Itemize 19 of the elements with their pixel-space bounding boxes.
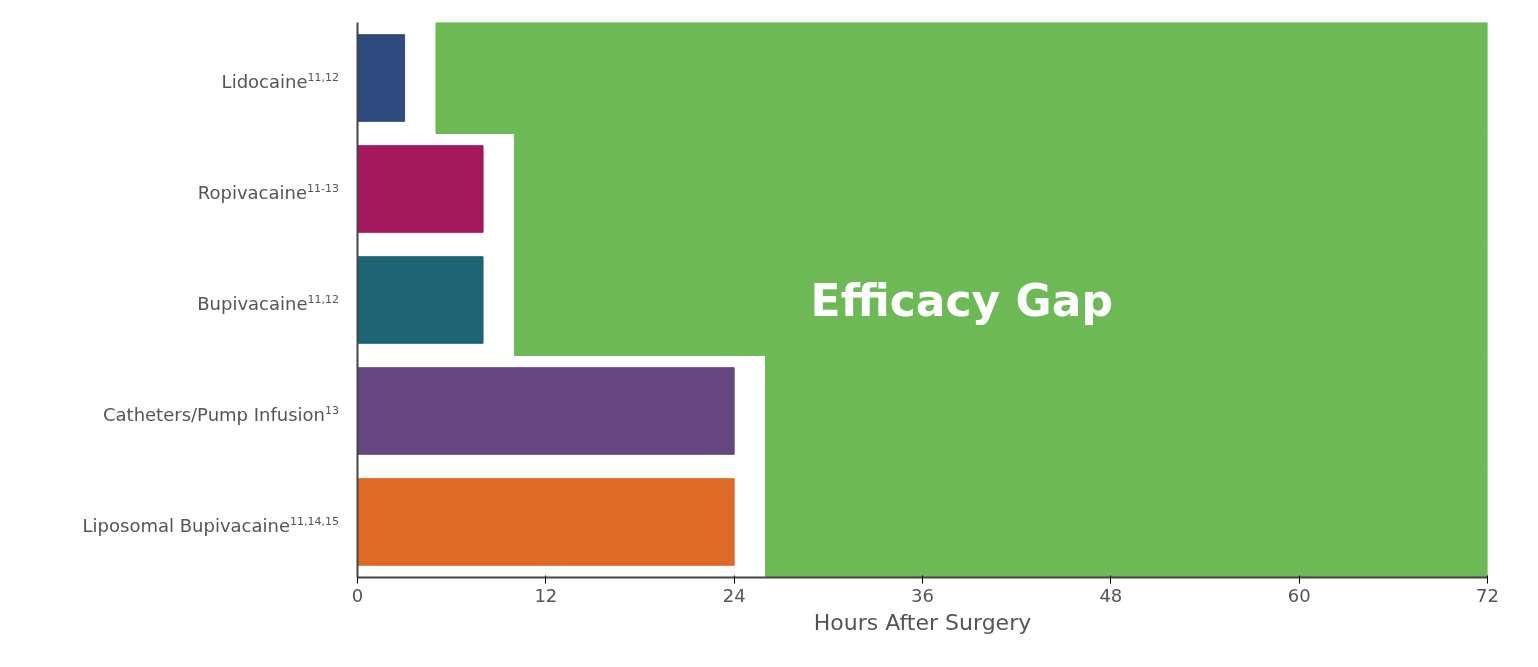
x-tick-label: 0 bbox=[351, 584, 364, 606]
bar bbox=[357, 478, 735, 566]
y-tick-label: Bupivacaine$^{11,12}$ bbox=[197, 291, 339, 316]
x-axis-title: Hours After Surgery bbox=[813, 609, 1032, 635]
x-tick-label: 72 bbox=[1476, 584, 1499, 606]
bar bbox=[357, 34, 406, 122]
x-tick-label: 60 bbox=[1287, 584, 1311, 606]
y-tick-label: Catheters/Pump Infusion$^{13}$ bbox=[102, 402, 339, 427]
y-tick-label: Lidocaine$^{11,12}$ bbox=[221, 69, 339, 94]
bar bbox=[357, 256, 484, 344]
x-tick-label: 12 bbox=[534, 584, 558, 606]
series-label: Efficacy Gap bbox=[810, 274, 1113, 326]
y-tick-label: Ropivacaine$^{11-13}$ bbox=[197, 180, 339, 205]
y-tick-label: Liposomal Bupivacaine$^{11,14,15}$ bbox=[82, 513, 339, 538]
x-tick-label: 24 bbox=[722, 584, 746, 606]
bar bbox=[357, 367, 735, 455]
x-tick-label: 36 bbox=[911, 584, 934, 606]
bar bbox=[357, 145, 484, 233]
x-tick-label: 48 bbox=[1099, 584, 1123, 606]
